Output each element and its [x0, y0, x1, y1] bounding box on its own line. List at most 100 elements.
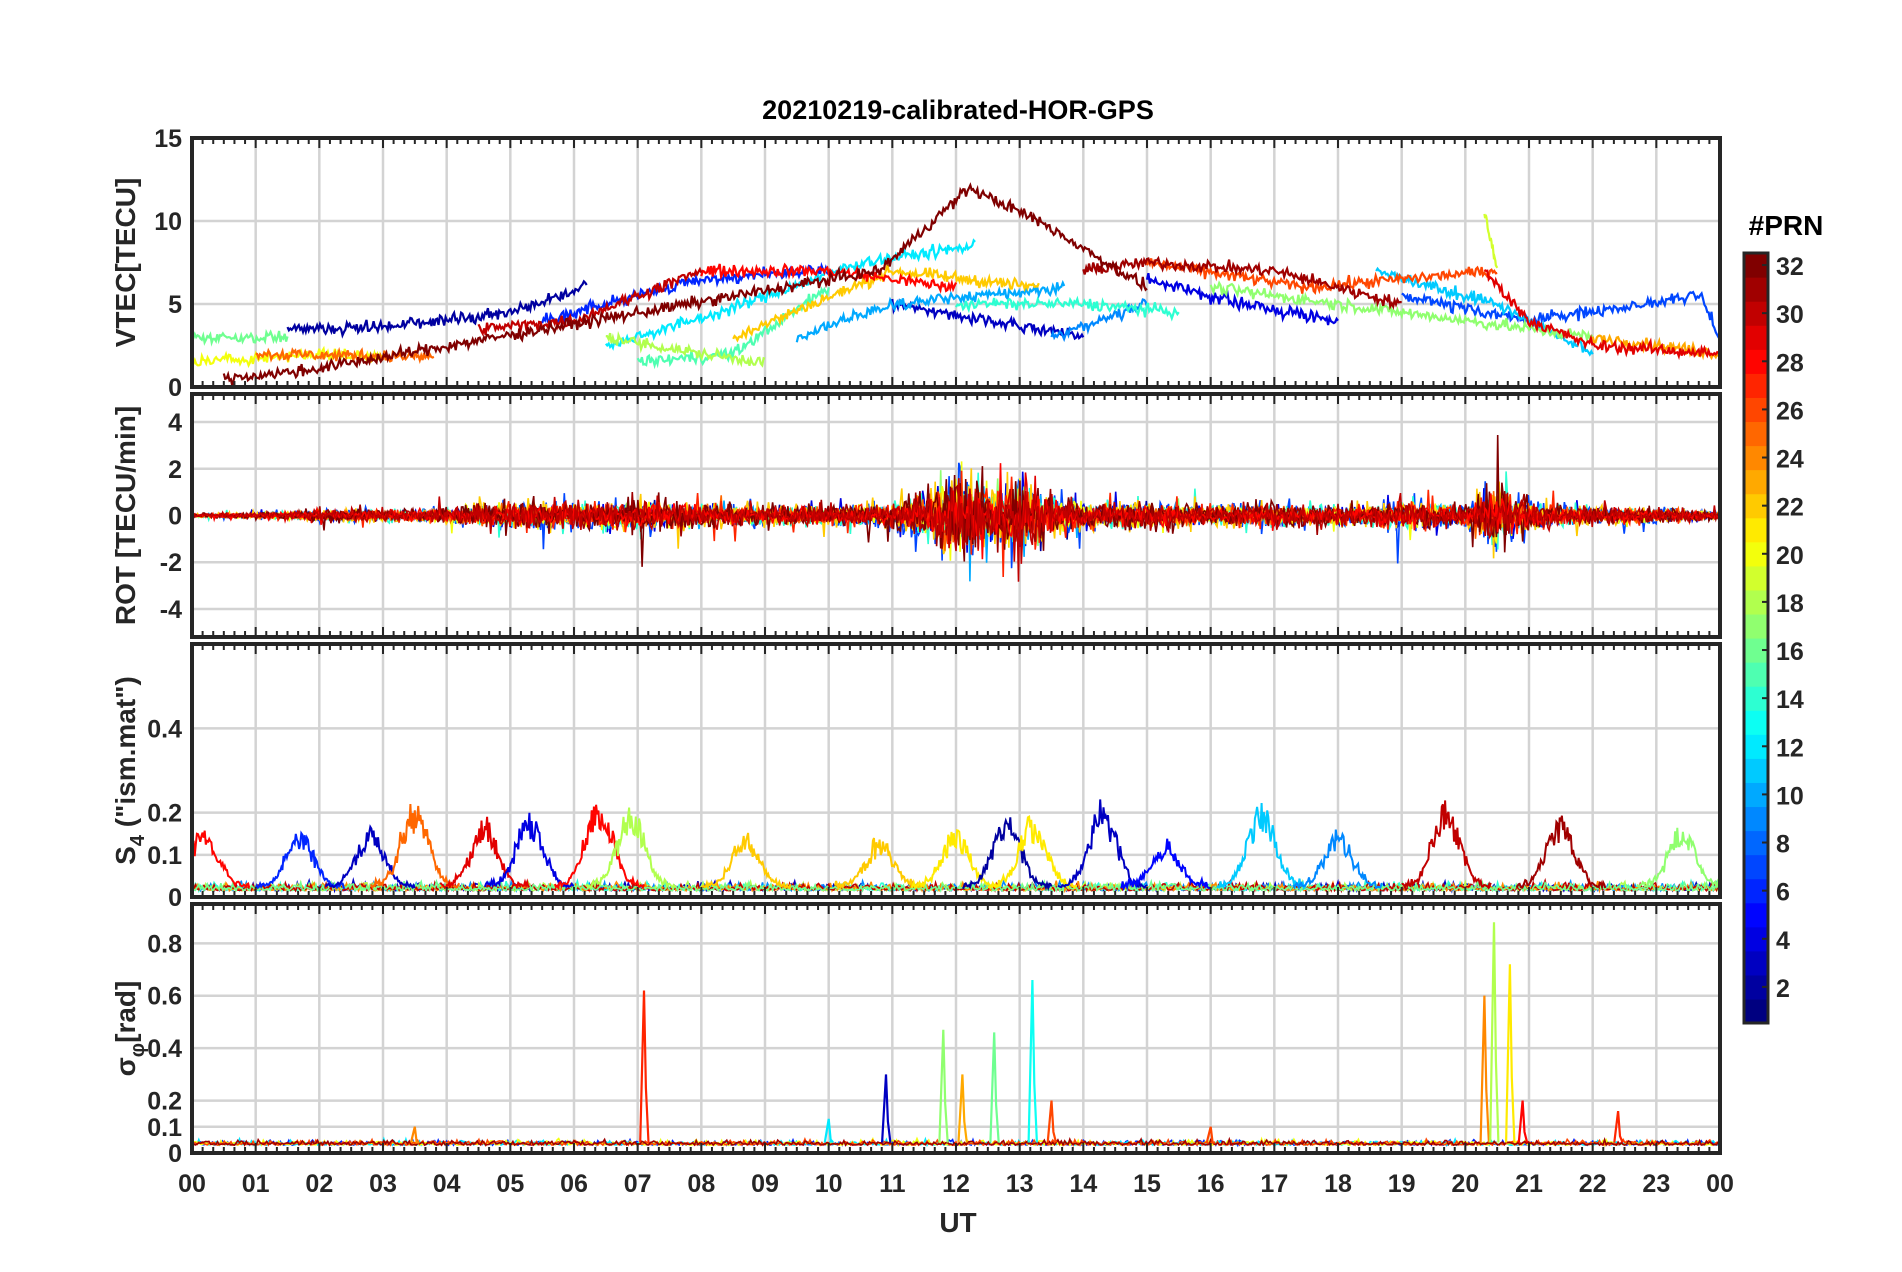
y-tick-label: 0.8	[147, 930, 182, 958]
colorbar-swatch	[1744, 469, 1768, 495]
y-tick-label: 0	[168, 374, 182, 402]
vtec-panel: 0 5 10 15 VTEC[TECU]	[110, 125, 1722, 402]
x-tick-label: 20	[1451, 1170, 1479, 1198]
colorbar-tick-label: 20	[1776, 542, 1804, 570]
spike-prn-17	[938, 1029, 949, 1143]
minor-ticks	[191, 138, 1721, 387]
x-tick-label: 12	[942, 1170, 970, 1198]
spike-prn-23	[957, 1074, 968, 1143]
y-tick-label: -2	[160, 549, 182, 577]
y-tick-label: 0.1	[147, 842, 182, 870]
burst-prn-30	[1401, 800, 1492, 891]
colorbar-swatch	[1744, 758, 1768, 783]
x-tick-label: 07	[624, 1170, 652, 1198]
burst-prn-22	[700, 832, 792, 891]
x-tick-label: 00	[1706, 1170, 1734, 1198]
colorbar-tick-label: 24	[1776, 446, 1804, 474]
colorbar-swatch	[1744, 902, 1768, 928]
spike-prn-28	[1517, 1100, 1529, 1143]
spike-prn-12	[823, 1118, 834, 1144]
colorbar-tick-label: 18	[1776, 590, 1804, 618]
series-line-prn-3	[891, 298, 1085, 341]
burst-prn-28	[553, 804, 645, 891]
y-tick-label: 0	[168, 503, 182, 531]
colorbar-tick-label: 28	[1776, 349, 1804, 377]
spike-prn-13	[1027, 979, 1038, 1143]
colorbar-swatch	[1744, 373, 1768, 398]
burst-prn-31	[1515, 815, 1607, 891]
series-line-prn-17	[1209, 280, 1594, 344]
y-tick-label: 0.2	[147, 1088, 182, 1116]
spike-prn-24	[409, 1126, 420, 1144]
x-tick-label: 08	[687, 1170, 715, 1198]
series-line-prn-7	[1401, 290, 1720, 341]
colorbar-swatch	[1744, 565, 1768, 591]
y-tick-label: 0	[168, 1140, 182, 1168]
burst-prn-21	[911, 829, 1002, 890]
x-tick-label: 13	[1006, 1170, 1034, 1198]
series-group	[192, 182, 1720, 387]
minor-ticks	[191, 394, 1721, 637]
burst-prn-18	[585, 807, 677, 890]
x-tick-label: 10	[815, 1170, 843, 1198]
colorbar-swatch	[1744, 277, 1768, 302]
colorbar-tick-label: 32	[1776, 253, 1804, 281]
spike-prn-26	[1205, 1126, 1216, 1144]
burst-prn-11	[1216, 802, 1307, 890]
spike-prn-3	[881, 1074, 892, 1143]
minor-ticks	[191, 644, 1721, 897]
series-line-prn-26	[1145, 258, 1498, 295]
x-tick-label: 14	[1069, 1170, 1097, 1198]
series-group	[192, 434, 1720, 582]
burst-prn-21	[987, 815, 1077, 890]
y-tick-label: -4	[160, 596, 182, 624]
series-line-prn-9	[1050, 298, 1149, 343]
spike-prn-21	[1505, 964, 1516, 1143]
colorbar-tick-label: 12	[1776, 734, 1804, 762]
s4-panel: 0 0.1 0.2 0.4S4 ("ism.mat")	[110, 642, 1722, 912]
spike-prn-16	[989, 1032, 1000, 1143]
colorbar-tick-label: 10	[1776, 782, 1804, 810]
x-tick-label: 17	[1260, 1170, 1288, 1198]
y-tick-label: 0.6	[147, 983, 182, 1011]
series-line-prn-19	[1483, 213, 1499, 269]
burst-prn-2	[962, 817, 1053, 892]
colorbar-title: #PRN	[1749, 210, 1824, 241]
x-tick-label: 03	[369, 1170, 397, 1198]
series-line-prn-10	[795, 279, 1066, 343]
series-line-prn-25	[255, 346, 435, 364]
x-tick-label: 16	[1197, 1170, 1225, 1198]
colorbar-swatch	[1744, 517, 1768, 543]
series-line-prn-32	[222, 182, 1148, 387]
series-line-prn-18	[605, 330, 766, 368]
x-tick-label: 00	[178, 1170, 206, 1198]
spike-prn-27	[1613, 1110, 1624, 1143]
x-tick-label: 06	[560, 1170, 588, 1198]
burst-prn-28	[192, 830, 251, 890]
x-axis-label: UT	[939, 1207, 976, 1238]
colorbar-swatch	[1744, 662, 1768, 687]
x-tick-label: 21	[1515, 1170, 1543, 1198]
colorbar-swatch	[1744, 710, 1768, 735]
x-tick-label: 02	[305, 1170, 333, 1198]
x-tick-label: 01	[242, 1170, 270, 1198]
y-tick-label: 10	[154, 208, 182, 236]
colorbar-swatch	[1744, 325, 1768, 350]
colorbar-swatch	[1744, 421, 1768, 447]
figure-title: 20210219-calibrated-HOR-GPS	[762, 95, 1154, 125]
colorbar-swatch	[1744, 998, 1768, 1024]
colorbar-tick-label: 6	[1776, 879, 1790, 907]
series-line-prn-14	[955, 295, 1180, 322]
y-tick-label: 5	[168, 291, 182, 319]
spike-prn-24	[1479, 995, 1490, 1143]
spike-prn-27	[639, 990, 650, 1143]
colorbar-tick-label: 8	[1776, 831, 1790, 859]
series-line-prn-31	[1082, 255, 1402, 311]
series-line-prn-29	[1483, 269, 1720, 361]
spike-prn-18	[1489, 922, 1500, 1143]
colorbar-swatch	[1744, 613, 1768, 639]
series-line-prn-4	[1145, 272, 1339, 326]
y-axis-label: S4 ("ism.mat")	[110, 676, 149, 865]
burst-prn-4	[483, 812, 575, 890]
